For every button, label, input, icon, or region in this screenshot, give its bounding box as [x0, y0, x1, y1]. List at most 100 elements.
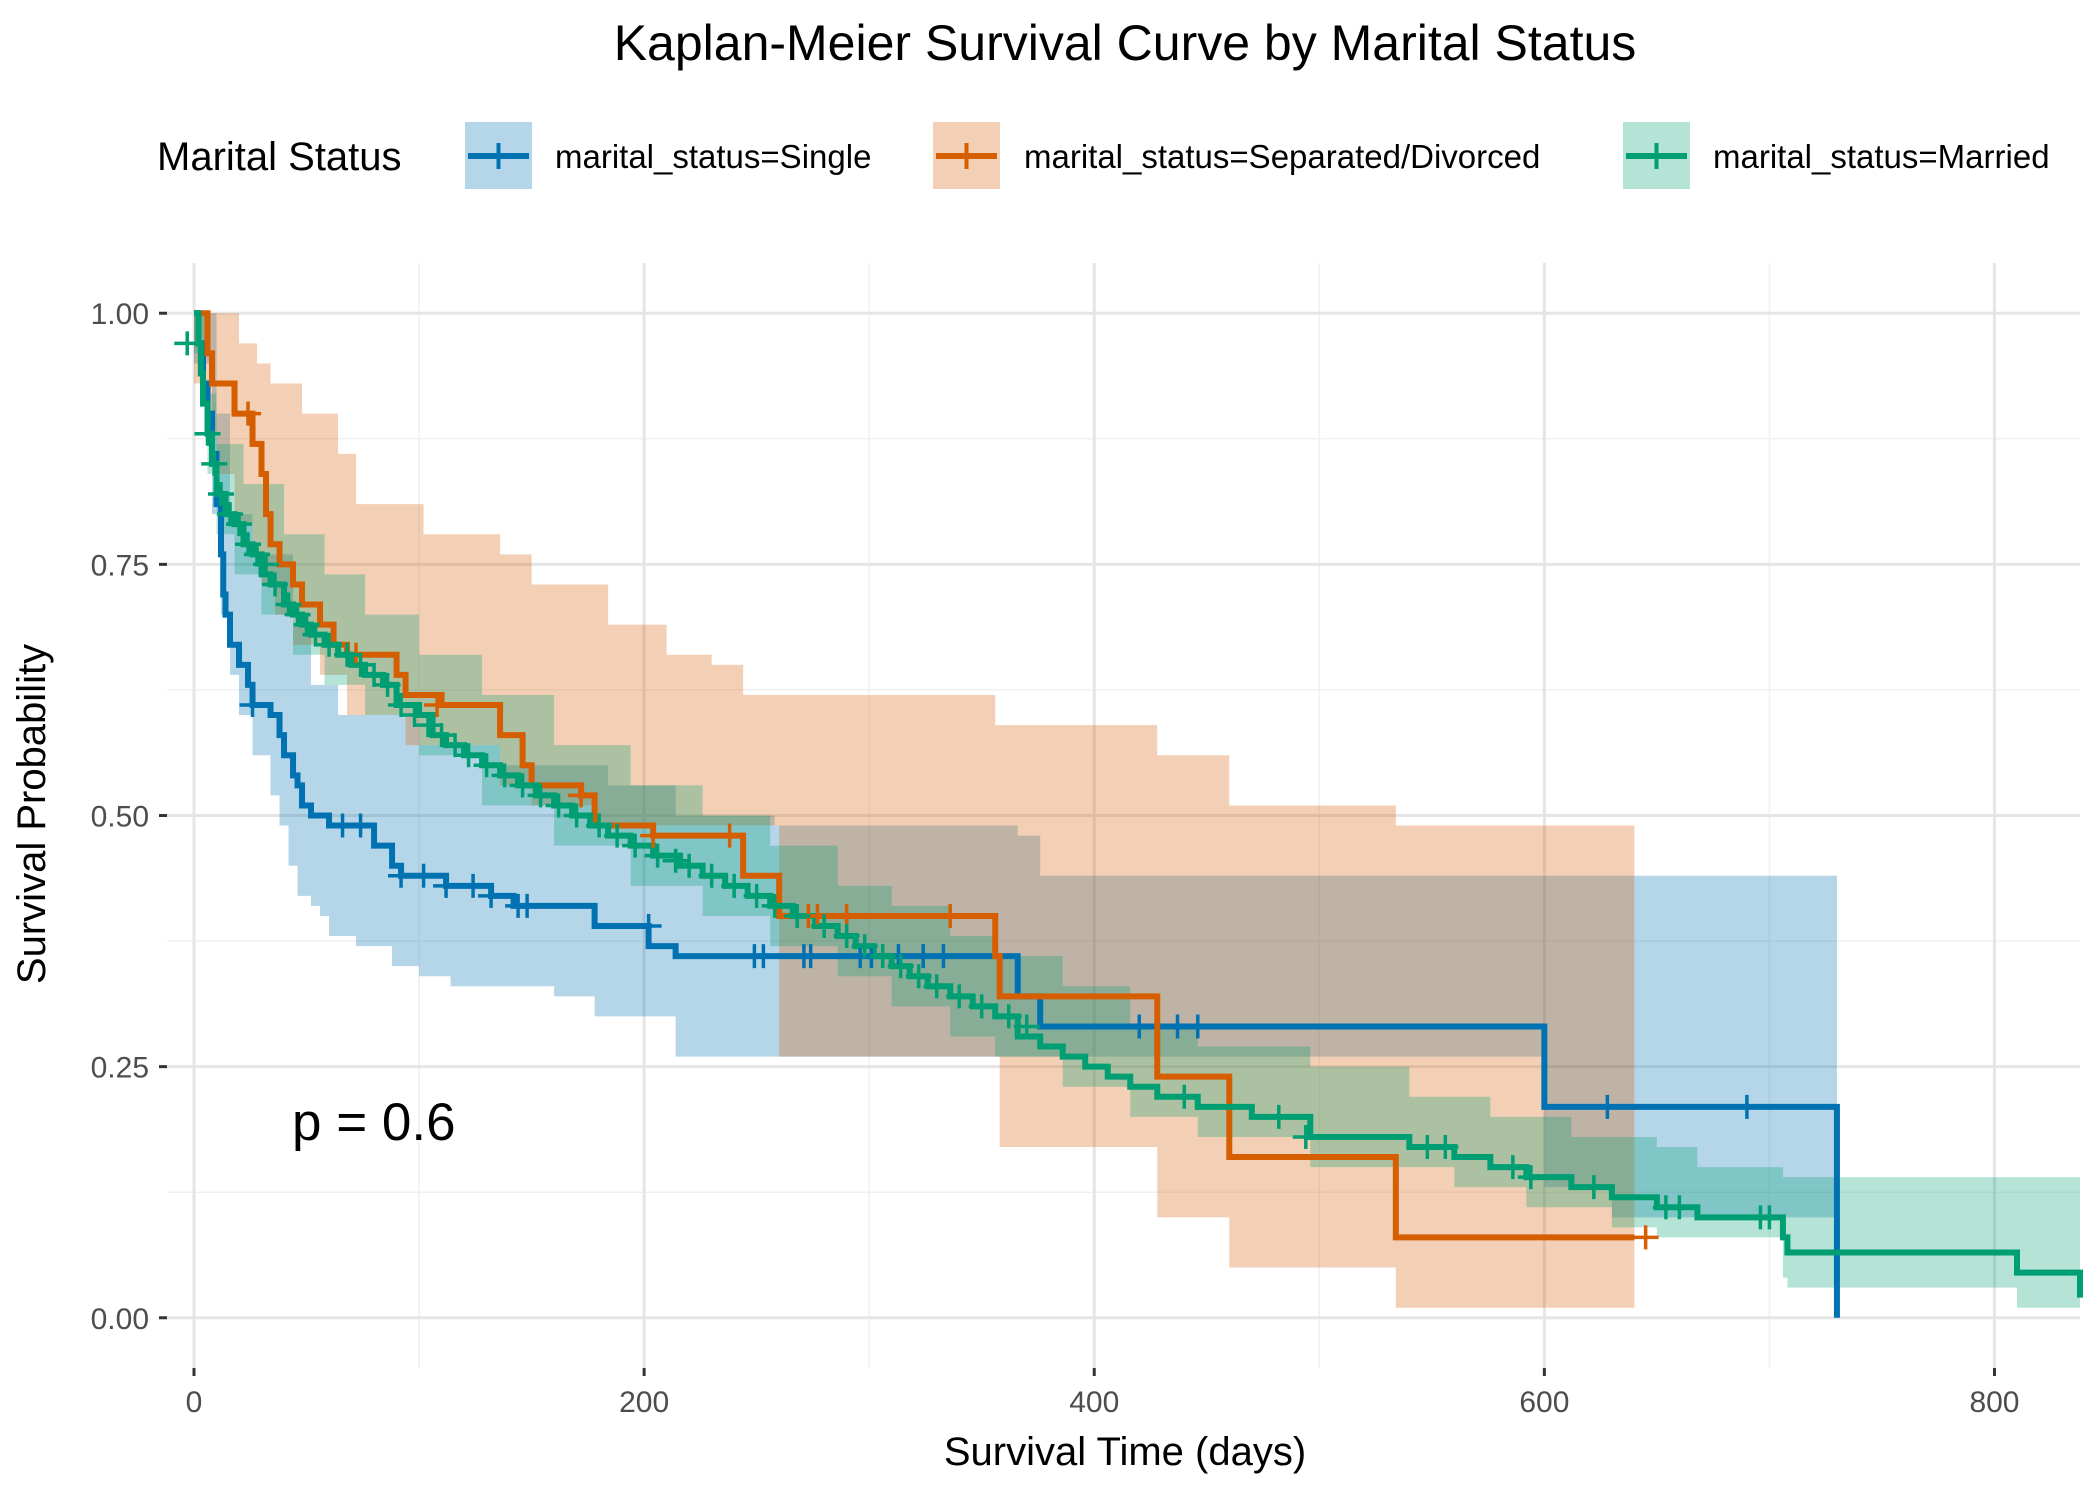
censor-mark-married: [676, 853, 703, 878]
censor-mark-separated-divorced: [235, 401, 262, 426]
censor-mark-separated-divorced: [716, 823, 743, 848]
x-axis-title: Survival Time (days): [944, 1430, 1306, 1474]
censor-mark-single: [930, 944, 957, 969]
censor-mark-single: [433, 873, 460, 898]
censor-mark-single: [410, 863, 437, 888]
censor-mark-married: [545, 793, 572, 818]
legend-title: Marital Status: [157, 135, 402, 179]
censor-mark-single: [1126, 1014, 1153, 1039]
legend-item-separated-divorced: marital_status=Separated/Divorced: [933, 122, 1540, 189]
censor-mark-married: [509, 773, 536, 798]
censor-mark-married: [302, 622, 329, 647]
censor-mark-married: [833, 924, 860, 949]
legend-label-married: marital_status=Married: [1713, 138, 2050, 175]
censor-mark-separated-divorced: [937, 903, 964, 928]
censor-mark-married: [563, 803, 590, 828]
censor-mark-married: [415, 713, 442, 738]
y-tick-label: 0.25: [91, 1052, 149, 1085]
legend-item-single: marital_status=Single: [465, 122, 871, 189]
censor-mark-married: [721, 873, 748, 898]
y-axis-title: Survival Probability: [10, 644, 54, 984]
x-tick-label: 800: [1969, 1386, 2019, 1419]
censor-mark-married: [388, 693, 415, 717]
censor-mark-married: [946, 984, 973, 1009]
censor-mark-separated-divorced: [640, 823, 667, 848]
censor-mark-married: [1499, 1155, 1526, 1180]
censor-mark-married: [869, 944, 896, 969]
censor-mark-married: [194, 421, 221, 446]
censor-mark-married: [347, 652, 374, 677]
censor-mark-married: [1756, 1205, 1783, 1230]
axes: 0 200 400 600 800 0.00 0.25 0.50 0.75 1.00: [91, 298, 2020, 1419]
censor-mark-married: [226, 512, 253, 537]
censor-mark-married: [761, 893, 788, 918]
censor-mark-single: [460, 873, 487, 898]
censor-mark-married: [201, 451, 228, 476]
censor-mark-single: [750, 944, 777, 969]
censor-mark-married: [1666, 1195, 1693, 1220]
y-tick-label: 0.00: [91, 1303, 149, 1336]
censor-mark-married: [527, 783, 554, 808]
censor-mark-single: [388, 863, 415, 888]
censor-mark-married: [361, 662, 388, 687]
censor-mark-single: [1733, 1094, 1760, 1119]
censor-mark-married: [662, 848, 689, 873]
censor-mark-single: [635, 914, 662, 938]
censor-mark-separated-divorced: [833, 903, 860, 928]
censor-mark-married: [1432, 1135, 1459, 1159]
censor-mark-married: [262, 572, 289, 597]
ci-band-separated-divorced: [194, 313, 1635, 1308]
legend: Marital Status marital_status=Single marit…: [157, 122, 2050, 189]
y-tick-label: 1.00: [91, 298, 149, 331]
censor-mark-married: [174, 331, 201, 356]
censor-mark-married: [811, 914, 838, 938]
censor-mark-married: [622, 833, 649, 858]
censor-mark-married: [253, 552, 280, 577]
ci-band-single: [194, 313, 1837, 1218]
censor-mark-single: [797, 944, 824, 969]
censor-mark-married: [316, 632, 343, 657]
legend-item-married: marital_status=Married: [1623, 122, 2050, 189]
censor-mark-married: [698, 863, 725, 888]
censor-mark-married: [442, 733, 469, 758]
censor-mark-married: [1013, 1014, 1040, 1039]
censor-mark-married: [887, 954, 914, 979]
x-tick-label: 0: [186, 1386, 203, 1419]
x-tick-label: 200: [619, 1386, 669, 1419]
censor-mark-married: [1517, 1165, 1544, 1190]
censor-mark-separated-divorced: [568, 783, 595, 808]
censor-mark-single: [239, 693, 266, 717]
x-tick-label: 400: [1069, 1386, 1119, 1419]
censor-mark-married: [743, 883, 770, 908]
censor-mark-married: [1580, 1175, 1607, 1200]
censor-mark-married: [491, 763, 518, 788]
censor-mark-married: [401, 703, 428, 728]
censor-mark-married: [1292, 1124, 1319, 1149]
censor-mark-married: [968, 994, 995, 1019]
censor-mark-married: [905, 964, 932, 989]
censor-mark-married: [586, 813, 613, 838]
censor-mark-separated-divorced: [1632, 1225, 1659, 1250]
censor-mark-married: [374, 672, 401, 697]
km-curve-separated-divorced: [194, 310, 1635, 1241]
censor-mark-single: [347, 813, 374, 838]
censor-mark-married: [995, 1004, 1022, 1029]
y-tick-label: 0.75: [91, 549, 149, 582]
grid: [167, 263, 2080, 1368]
censor-mark-married: [644, 843, 671, 868]
censor-mark-single: [1184, 1014, 1211, 1039]
censor-mark-married: [851, 934, 878, 959]
censor-mark-married: [473, 753, 500, 778]
censor-mark-separated-divorced: [424, 693, 451, 717]
censor-mark-married: [428, 723, 455, 748]
censor-mark-single: [1594, 1094, 1621, 1119]
censor-mark-married: [784, 903, 811, 928]
censor-mark-married: [208, 482, 235, 507]
censor-mark-single: [514, 893, 541, 918]
p-value-annotation: p = 0.6: [292, 1093, 456, 1152]
censor-marks: [174, 331, 1783, 1250]
censor-mark-married: [455, 743, 482, 768]
censor-mark-married: [1171, 1084, 1198, 1109]
